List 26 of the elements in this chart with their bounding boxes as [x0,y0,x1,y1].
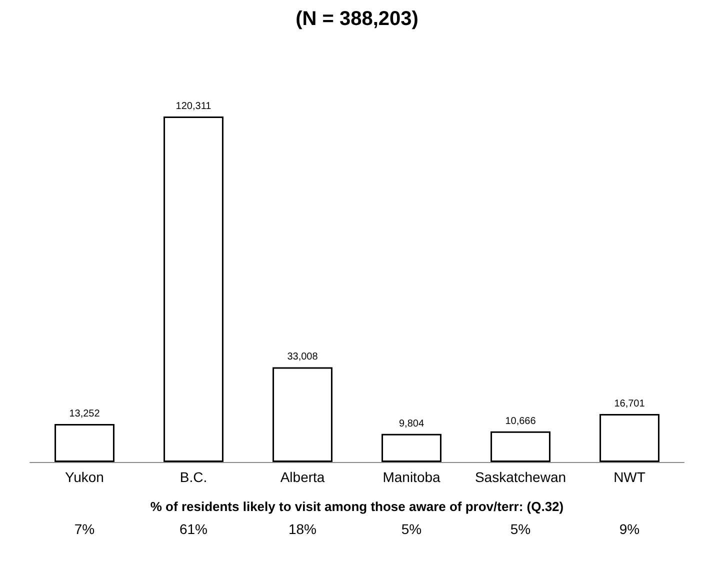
data-label: 16,701 [614,398,646,410]
data-label: 13,252 [69,408,100,420]
x-tick-label: B.C. [180,469,208,485]
data-label: 9,804 [398,418,424,430]
x-tick-label: NWT [614,469,646,485]
bar [164,116,224,462]
x-tick-label: Saskatchewan [474,469,566,485]
x-tick-label: Yukon [65,469,104,485]
bar [600,414,660,462]
data-label: 120,311 [176,101,212,112]
text: 5% [510,521,531,537]
data-label: 33,008 [287,352,318,363]
bar [54,424,114,462]
text: 5% [401,521,422,537]
chart-title: (N = 388,203) [296,8,418,30]
text: 61% [179,521,208,537]
x-tick-label: Manitoba [382,469,441,485]
text: 7% [74,521,95,537]
bar [382,434,442,462]
bar [272,367,332,462]
bar [490,431,550,462]
x-axis-title: % of residents likely to visit among those aware of prov/terr: (Q.32) [150,499,564,514]
text: 18% [288,521,317,537]
x-tick-label: Alberta [280,469,325,485]
text: 9% [619,521,640,537]
data-label: 10,666 [505,416,536,427]
